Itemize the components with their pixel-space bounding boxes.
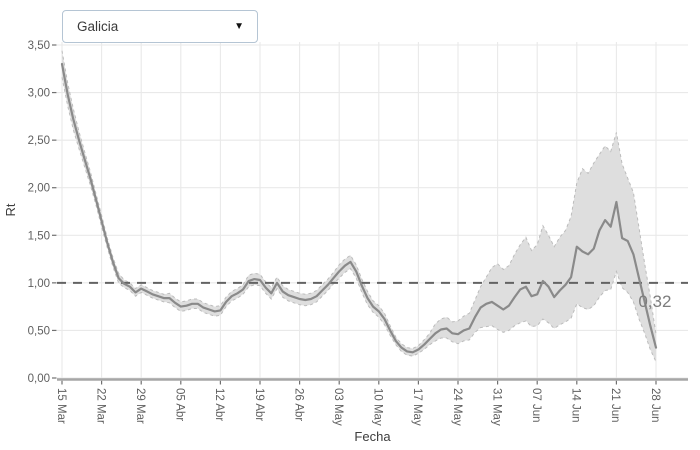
x-tick-label: 17 May bbox=[411, 388, 423, 426]
x-tick-label: 15 Mar bbox=[55, 388, 67, 424]
y-tick-label: 3,00 bbox=[28, 88, 50, 100]
x-tick-label: 31 May bbox=[490, 388, 502, 426]
x-tick-label: 22 Mar bbox=[94, 388, 106, 424]
rt-value-annotation: 0,32 bbox=[638, 292, 671, 311]
y-tick-label: 1,00 bbox=[28, 278, 50, 290]
rt-line bbox=[60, 62, 658, 354]
y-tick-label: 1,50 bbox=[28, 230, 50, 242]
x-tick-label: 07 Jun bbox=[530, 388, 542, 423]
y-tick-label: 0,00 bbox=[28, 373, 50, 385]
x-tick-label: 24 May bbox=[451, 388, 463, 426]
x-tick-label: 05 Abr bbox=[174, 388, 186, 421]
x-tick-label: 14 Jun bbox=[570, 388, 582, 423]
x-tick-label: 10 May bbox=[372, 388, 384, 426]
x-tick-label: 26 Abr bbox=[292, 388, 304, 421]
x-tick-label: 21 Jun bbox=[609, 388, 621, 423]
x-axis-title: Fecha bbox=[354, 429, 391, 444]
x-tick-label: 12 Abr bbox=[213, 388, 225, 421]
x-tick-label: 28 Jun bbox=[649, 388, 661, 423]
region-select-value: Galicia bbox=[77, 19, 119, 34]
dropdown-arrow-icon: ▼ bbox=[234, 20, 244, 32]
confidence-band bbox=[62, 50, 656, 362]
x-tick-label: 19 Abr bbox=[253, 388, 265, 421]
y-tick-label: 2,50 bbox=[28, 135, 50, 147]
y-axis-title: Rt bbox=[3, 203, 18, 216]
y-tick-label: 2,00 bbox=[28, 183, 50, 195]
y-tick-label: 3,50 bbox=[28, 40, 50, 52]
confidence-band-lower-edge bbox=[61, 77, 657, 363]
x-tick-label: 03 May bbox=[332, 388, 344, 426]
x-tick-label: 29 Mar bbox=[134, 388, 146, 424]
y-tick-label: 0,50 bbox=[28, 325, 50, 337]
region-select[interactable]: Galicia ▼ bbox=[62, 10, 258, 43]
